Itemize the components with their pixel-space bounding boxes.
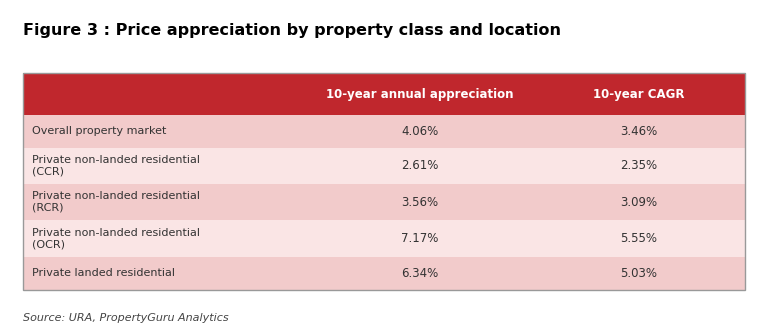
Text: 3.56%: 3.56% bbox=[402, 195, 439, 208]
Text: 5.03%: 5.03% bbox=[620, 267, 657, 280]
Text: 7.17%: 7.17% bbox=[402, 232, 439, 245]
Text: 3.09%: 3.09% bbox=[620, 195, 657, 208]
Text: 10-year annual appreciation: 10-year annual appreciation bbox=[326, 88, 514, 101]
Text: 2.61%: 2.61% bbox=[402, 159, 439, 172]
Text: 3.46%: 3.46% bbox=[620, 125, 657, 138]
Text: 10-year CAGR: 10-year CAGR bbox=[593, 88, 684, 101]
Text: Private non-landed residential
(RCR): Private non-landed residential (RCR) bbox=[31, 191, 200, 213]
Text: Figure 3 : Price appreciation by property class and location: Figure 3 : Price appreciation by propert… bbox=[23, 23, 561, 38]
Text: Source: URA, PropertyGuru Analytics: Source: URA, PropertyGuru Analytics bbox=[23, 313, 229, 323]
Text: Overall property market: Overall property market bbox=[31, 127, 166, 137]
Text: Private landed residential: Private landed residential bbox=[31, 268, 174, 278]
Text: Private non-landed residential
(CCR): Private non-landed residential (CCR) bbox=[31, 155, 200, 176]
Text: 6.34%: 6.34% bbox=[402, 267, 439, 280]
Text: 4.06%: 4.06% bbox=[402, 125, 439, 138]
Text: 5.55%: 5.55% bbox=[620, 232, 657, 245]
Text: Private non-landed residential
(OCR): Private non-landed residential (OCR) bbox=[31, 228, 200, 249]
Text: 2.35%: 2.35% bbox=[620, 159, 657, 172]
